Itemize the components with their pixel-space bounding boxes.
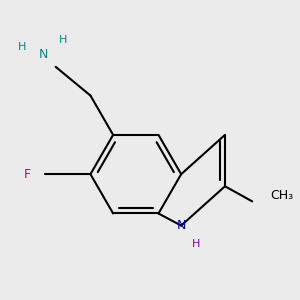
Text: N: N [39,48,48,61]
Text: H: H [59,34,68,45]
Text: CH₃: CH₃ [270,189,293,202]
Text: N: N [176,219,186,232]
Text: H: H [192,239,200,249]
Text: F: F [23,168,31,181]
Text: H: H [18,42,27,52]
